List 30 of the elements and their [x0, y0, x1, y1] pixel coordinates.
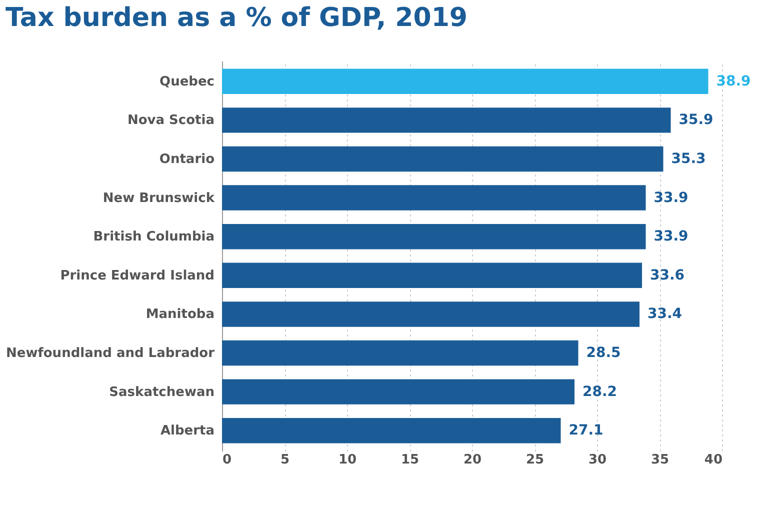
x-tick-label: 30: [588, 452, 607, 468]
y-tick-label: Saskatchewan: [109, 384, 214, 400]
y-tick-label: British Columbia: [93, 230, 214, 245]
x-tick-label: 0: [222, 452, 232, 468]
y-tick-label: Quebec: [160, 74, 214, 90]
x-tick-label: 25: [526, 452, 544, 468]
data-label: 28.2: [582, 384, 618, 400]
y-tick-label: New Brunswick: [102, 190, 215, 206]
data-label: 33.4: [648, 306, 682, 322]
x-tick-label: 5: [280, 452, 290, 468]
y-tick-label: Manitoba: [146, 307, 214, 322]
x-tick-label: 35: [650, 452, 670, 468]
chart-title: Tax burden as a % of GDP, 2019: [6, 3, 468, 33]
y-tick-label: Nova Scotia: [127, 113, 214, 128]
y-tick-label: Alberta: [160, 424, 214, 439]
data-label: 33.9: [654, 228, 688, 245]
y-tick-label: Prince Edward Island: [60, 268, 214, 284]
y-tick-label: Newfoundland and Labrador: [6, 346, 216, 362]
data-label: 35.9: [678, 112, 714, 128]
data-label: 33.9: [654, 190, 688, 206]
x-tick-label: 20: [463, 452, 482, 468]
x-tick-label: 10: [338, 452, 357, 468]
data-label: 38.9: [716, 73, 751, 90]
data-label: 28.5: [586, 345, 621, 362]
data-label: 35.3: [671, 150, 706, 167]
y-tick-label: Ontario: [159, 152, 215, 167]
x-tick-label: 15: [400, 452, 420, 468]
data-label: 27.1: [568, 422, 604, 439]
x-tick-label: 40: [704, 452, 722, 468]
data-label: 33.6: [650, 267, 685, 284]
